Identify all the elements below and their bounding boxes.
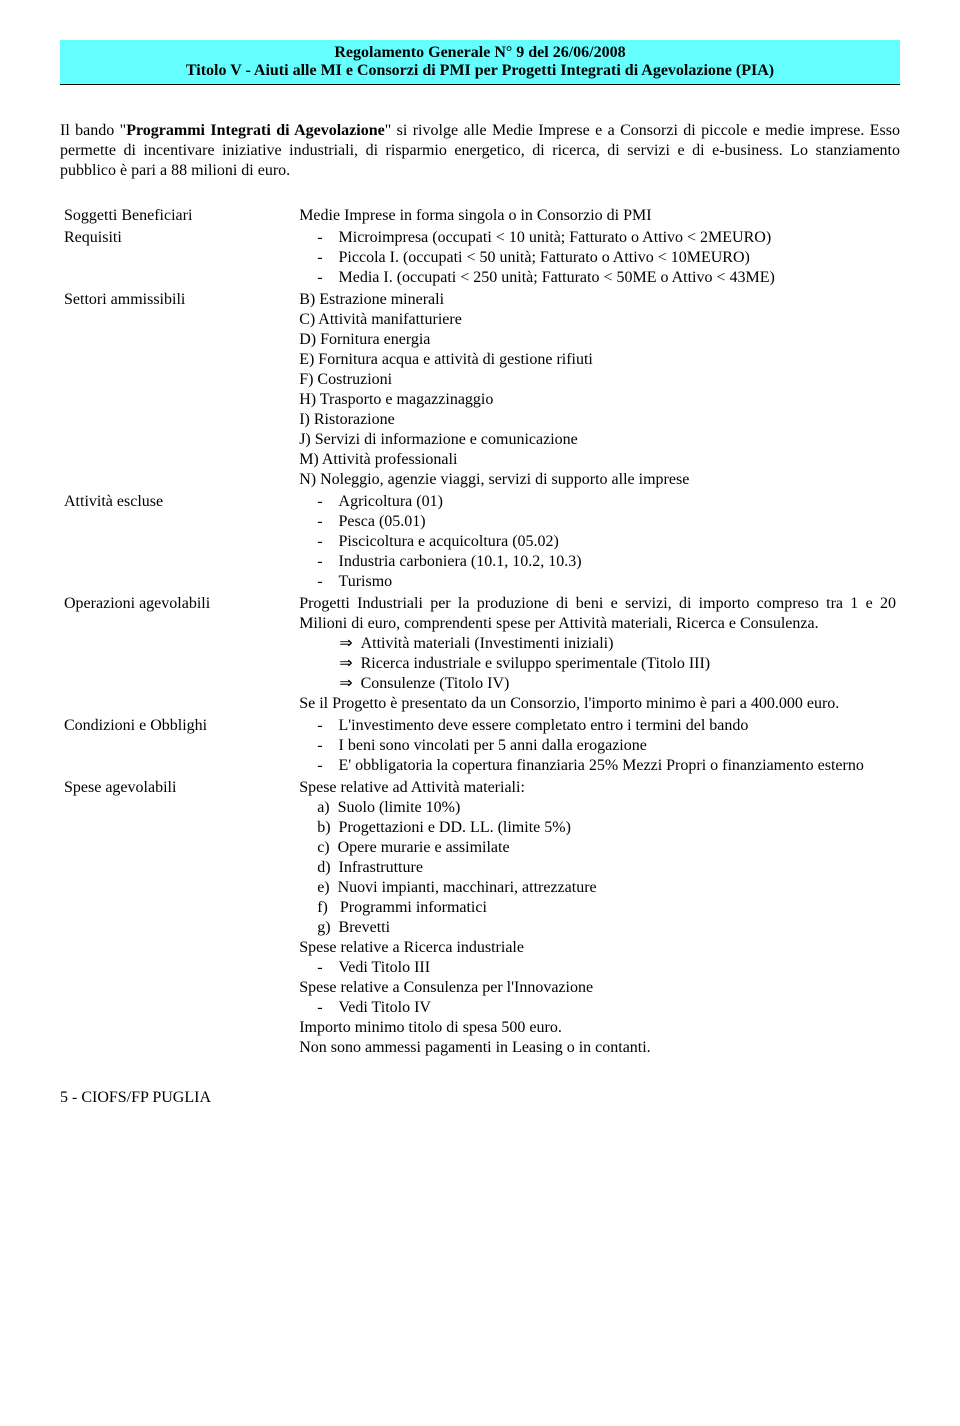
row-requisiti: Requisiti - Microimpresa (occupati < 10 … (60, 227, 900, 289)
row-spese: Spese agevolabili Spese relative ad Atti… (60, 777, 900, 1059)
label-spese: Spese agevolabili (60, 777, 295, 1059)
label-operazioni: Operazioni agevolabili (60, 593, 295, 715)
label-soggetti: Soggetti Beneficiari (60, 205, 295, 227)
header-line-2: Titolo V - Aiuti alle MI e Consorzi di P… (68, 62, 892, 80)
row-operazioni: Operazioni agevolabili Progetti Industri… (60, 593, 900, 715)
requisiti-item: - Piccola I. (occupati < 50 unità; Fattu… (299, 248, 896, 268)
spese-head2: Spese relative a Ricerca industriale (299, 939, 524, 956)
spese-dash: - Vedi Titolo III (299, 958, 896, 978)
value-soggetti: Medie Imprese in forma singola o in Cons… (295, 205, 900, 227)
spese-head3: Spese relative a Consulenza per l'Innova… (299, 979, 593, 996)
settori-item: M) Attività professionali (299, 451, 457, 468)
settori-item: J) Servizi di informazione e comunicazio… (299, 431, 578, 448)
settori-item: E) Fornitura acqua e attività di gestion… (299, 351, 593, 368)
escluse-item: - Industria carboniera (10.1, 10.2, 10.3… (299, 552, 896, 572)
spese-letter: b) Progettazioni e DD. LL. (limite 5%) (299, 818, 896, 838)
condizioni-item: - I beni sono vincolati per 5 anni dalla… (299, 736, 896, 756)
intro-paragraph: Il bando "Programmi Integrati di Agevola… (60, 121, 900, 181)
value-condizioni: - L'investimento deve essere completato … (295, 715, 900, 777)
escluse-item: - Agricoltura (01) (299, 492, 896, 512)
label-requisiti: Requisiti (60, 227, 295, 289)
escluse-item: - Piscicoltura e acquicoltura (05.02) (299, 532, 896, 552)
operazioni-para2: Se il Progetto è presentato da un Consor… (299, 695, 839, 712)
settori-item: F) Costruzioni (299, 371, 392, 388)
row-condizioni: Condizioni e Obblighi - L'investimento d… (60, 715, 900, 777)
value-escluse: - Agricoltura (01) - Pesca (05.01) - Pis… (295, 491, 900, 593)
intro-pre: Il bando " (60, 122, 126, 139)
value-requisiti: - Microimpresa (occupati < 10 unità; Fat… (295, 227, 900, 289)
row-settori: Settori ammissibili B) Estrazione minera… (60, 289, 900, 491)
value-settori: B) Estrazione minerali C) Attività manif… (295, 289, 900, 491)
definitions-table: Soggetti Beneficiari Medie Imprese in fo… (60, 205, 900, 1059)
row-escluse: Attività escluse - Agricoltura (01) - Pe… (60, 491, 900, 593)
settori-item: B) Estrazione minerali (299, 291, 444, 308)
page-footer: 5 - CIOFS/FP PUGLIA (60, 1089, 900, 1107)
spese-tail2: Non sono ammessi pagamenti in Leasing o … (299, 1039, 651, 1056)
requisiti-item: - Media I. (occupati < 250 unità; Fattur… (299, 268, 896, 288)
operazioni-arrow: ⇒ Attività materiali (Investimenti inizi… (299, 634, 896, 654)
operazioni-para1: Progetti Industriali per la produzione d… (299, 595, 896, 632)
document-header: Regolamento Generale N° 9 del 26/06/2008… (60, 40, 900, 85)
settori-item: D) Fornitura energia (299, 331, 430, 348)
label-settori: Settori ammissibili (60, 289, 295, 491)
header-line-1: Regolamento Generale N° 9 del 26/06/2008 (68, 44, 892, 62)
label-condizioni: Condizioni e Obblighi (60, 715, 295, 777)
escluse-item: - Turismo (299, 572, 896, 592)
spese-letter: e) Nuovi impianti, macchinari, attrezzat… (299, 878, 896, 898)
settori-item: C) Attività manifatturiere (299, 311, 462, 328)
operazioni-arrow: ⇒ Ricerca industriale e sviluppo sperime… (299, 654, 896, 674)
spese-letter: g) Brevetti (299, 918, 896, 938)
spese-head1: Spese relative ad Attività materiali: (299, 779, 525, 796)
escluse-item: - Pesca (05.01) (299, 512, 896, 532)
value-operazioni: Progetti Industriali per la produzione d… (295, 593, 900, 715)
spese-tail1: Importo minimo titolo di spesa 500 euro. (299, 1019, 562, 1036)
label-escluse: Attività escluse (60, 491, 295, 593)
spese-letter: c) Opere murarie e assimilate (299, 838, 896, 858)
settori-item: H) Trasporto e magazzinaggio (299, 391, 493, 408)
condizioni-item: - E' obbligatoria la copertura finanziar… (299, 756, 896, 776)
document-page: Regolamento Generale N° 9 del 26/06/2008… (0, 0, 960, 1137)
value-spese: Spese relative ad Attività materiali: a)… (295, 777, 900, 1059)
spese-letter: a) Suolo (limite 10%) (299, 798, 896, 818)
condizioni-item: - L'investimento deve essere completato … (299, 716, 896, 736)
spese-letter: d) Infrastrutture (299, 858, 896, 878)
requisiti-item: - Microimpresa (occupati < 10 unità; Fat… (299, 228, 896, 248)
settori-item: I) Ristorazione (299, 411, 395, 428)
spese-dash: - Vedi Titolo IV (299, 998, 896, 1018)
spese-letter: f) Programmi informatici (299, 898, 896, 918)
row-soggetti: Soggetti Beneficiari Medie Imprese in fo… (60, 205, 900, 227)
settori-item: N) Noleggio, agenzie viaggi, servizi di … (299, 471, 689, 488)
intro-bold: Programmi Integrati di Agevolazione (126, 122, 385, 139)
operazioni-arrow: ⇒ Consulenze (Titolo IV) (299, 674, 896, 694)
